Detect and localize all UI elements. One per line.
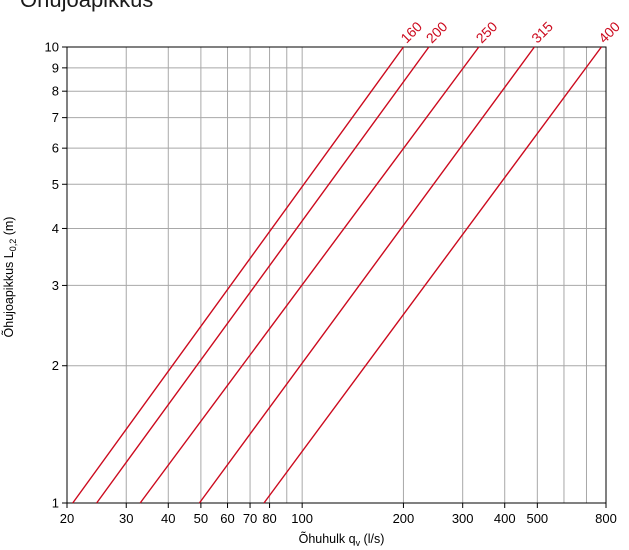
x-tick-label: 300 <box>452 511 474 526</box>
series-line-200 <box>96 46 430 504</box>
series-label-160: 160 <box>397 18 425 46</box>
y-tick-label: 5 <box>52 177 59 192</box>
y-axis-title: Õhujoapikkus L0,2 (m) <box>1 217 18 338</box>
y-tick-label: 7 <box>52 110 59 125</box>
x-tick-label: 30 <box>119 511 133 526</box>
x-tick-label: 20 <box>60 511 74 526</box>
y-tick-label: 6 <box>52 141 59 156</box>
y-tick-label: 1 <box>52 496 59 511</box>
y-tick-label: 2 <box>52 358 59 373</box>
x-tick-label: 200 <box>393 511 415 526</box>
series-label-250: 250 <box>473 18 501 46</box>
x-tick-label: 800 <box>595 511 617 526</box>
series-label-400: 400 <box>595 18 623 46</box>
page-title: Õhujoapikkus <box>20 0 153 13</box>
plot-frame <box>66 46 607 504</box>
series-line-250 <box>139 46 480 504</box>
x-tick-label: 50 <box>194 511 208 526</box>
series-label-315: 315 <box>528 18 556 46</box>
series-line-400 <box>263 46 602 504</box>
series-line-315 <box>198 46 535 504</box>
y-tick-label: 9 <box>52 60 59 75</box>
y-tick-label: 8 <box>52 84 59 99</box>
y-tick-label: 3 <box>52 278 59 293</box>
x-tick-label: 100 <box>291 511 313 526</box>
x-tick-label: 400 <box>494 511 516 526</box>
x-axis-title: Õhuhulk qv (l/s) <box>299 531 385 548</box>
series-label-200: 200 <box>423 18 451 46</box>
y-tick-label: 4 <box>52 221 59 236</box>
x-tick-label: 70 <box>243 511 257 526</box>
x-tick-label: 60 <box>220 511 234 526</box>
y-tick-label: 10 <box>45 40 59 55</box>
x-tick-label: 80 <box>262 511 276 526</box>
x-tick-label: 500 <box>526 511 548 526</box>
series-line-160 <box>72 46 405 504</box>
x-tick-label: 40 <box>161 511 175 526</box>
